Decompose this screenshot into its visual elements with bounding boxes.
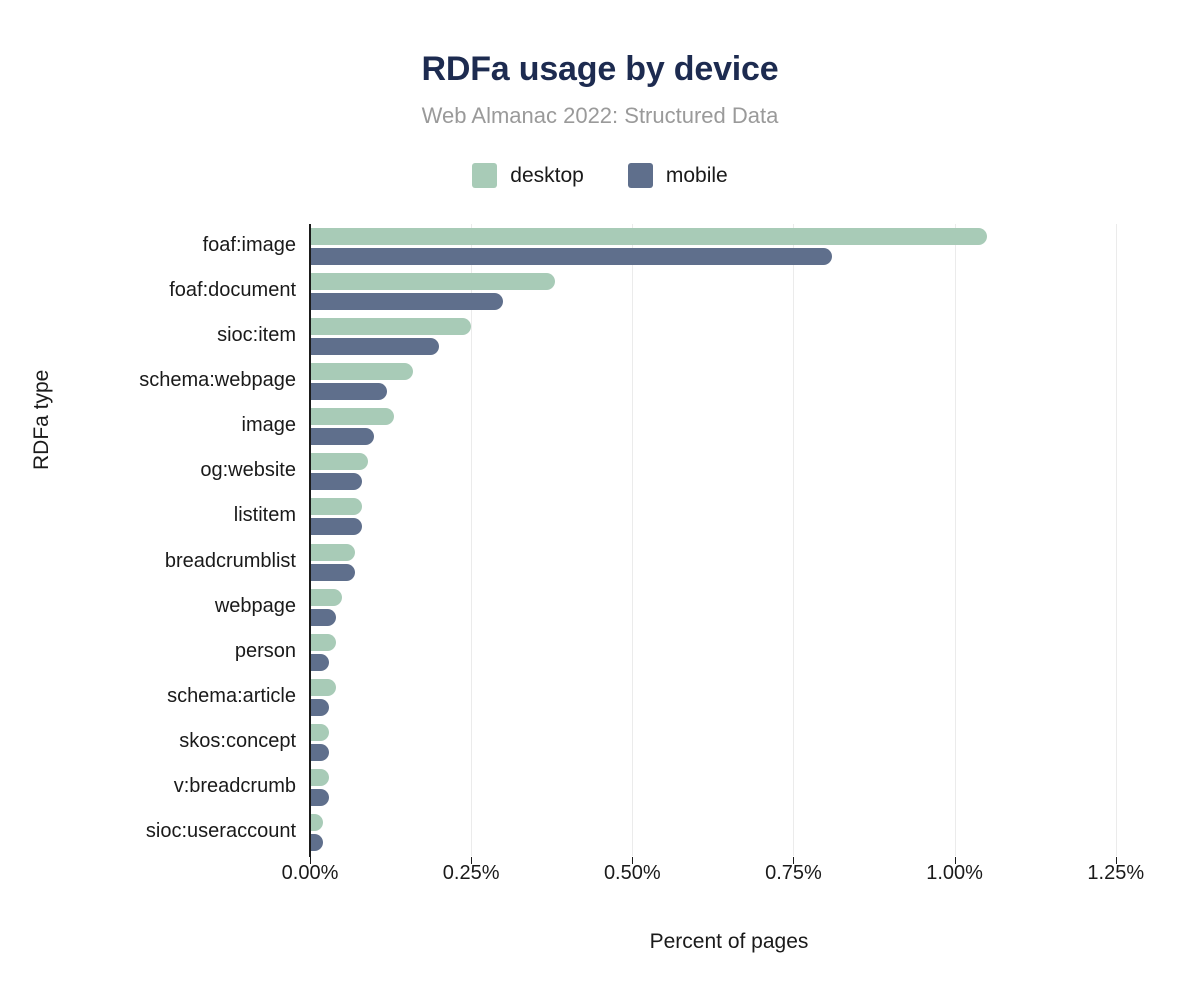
legend-item-desktop[interactable]: desktop [472, 163, 584, 188]
chart-title: RDFa usage by device [421, 50, 779, 88]
y-tick-label: og:website [200, 459, 296, 482]
y-tick-label: webpage [214, 594, 296, 617]
y-axis-title: RDFa type [30, 369, 53, 470]
bar-desktop[interactable] [310, 814, 323, 832]
bar-desktop[interactable] [310, 678, 336, 696]
x-axis-title: Percent of pages [649, 930, 809, 953]
gridline [1115, 224, 1117, 856]
y-tick-label: schema:webpage [139, 369, 296, 391]
bar-mobile[interactable] [310, 473, 362, 491]
bar-mobile[interactable] [310, 563, 356, 581]
bar-mobile[interactable] [310, 518, 362, 536]
y-tick-label: breadcrumblist [164, 549, 296, 572]
bar-mobile[interactable] [310, 247, 833, 265]
y-tick-label: v:breadcrumb [173, 775, 296, 798]
bar-group [310, 224, 1148, 269]
bar-desktop[interactable] [310, 408, 394, 426]
x-tick-label: 0.50% [603, 862, 661, 884]
bar-mobile[interactable] [310, 337, 439, 355]
y-tick-label: sioc:item [217, 323, 296, 346]
bar-group [310, 585, 1148, 630]
bar-mobile[interactable] [310, 744, 330, 762]
y-axis-spine [309, 224, 311, 857]
x-tick-mark [1115, 857, 1117, 864]
bar-mobile[interactable] [310, 382, 388, 400]
bar-mobile[interactable] [310, 292, 504, 310]
bar-desktop[interactable] [310, 724, 330, 742]
x-tick-label: 1.00% [926, 862, 983, 884]
bar-group [310, 450, 1148, 495]
bar-mobile[interactable] [310, 698, 330, 716]
x-tick-mark [954, 857, 956, 864]
bar-desktop[interactable] [310, 543, 356, 561]
gridline [793, 224, 795, 856]
x-tick-mark [310, 857, 311, 864]
legend-swatch-desktop [472, 163, 498, 188]
bar-group [310, 495, 1148, 540]
y-tick-label: sioc:useraccount [145, 820, 296, 843]
bar-desktop[interactable] [310, 588, 343, 606]
x-tick-mark [793, 857, 795, 864]
bar-group [310, 766, 1148, 811]
bar-desktop[interactable] [310, 317, 472, 335]
plot-area [310, 224, 1148, 856]
bar-group [310, 721, 1148, 766]
y-tick-label: foaf:document [169, 278, 296, 301]
bar-desktop[interactable] [310, 227, 987, 245]
bar-mobile[interactable] [310, 834, 323, 852]
x-tick-label: 1.25% [1087, 862, 1145, 884]
bar-group [310, 314, 1148, 359]
bar-desktop[interactable] [310, 272, 555, 290]
y-tick-label: listitem [233, 504, 296, 527]
bar-group [310, 630, 1148, 675]
bar-mobile[interactable] [310, 789, 330, 807]
bar-mobile[interactable] [310, 428, 375, 446]
bar-group [310, 359, 1148, 404]
chart-legend: desktop mobile [0, 163, 1200, 188]
x-tick-mark [471, 857, 473, 864]
y-tick-label: schema:article [167, 685, 296, 707]
bar-desktop[interactable] [310, 769, 330, 787]
y-tick-label: foaf:image [202, 233, 296, 256]
bar-desktop[interactable] [310, 633, 336, 651]
bar-group [310, 675, 1148, 720]
y-tick-label: skos:concept [179, 730, 296, 753]
bar-desktop[interactable] [310, 498, 362, 516]
y-axis-tick-labels: foaf:image foaf:document sioc:item schema:w… [0, 224, 296, 856]
y-tick-label: person [234, 639, 296, 662]
bar-group [310, 540, 1148, 585]
x-tick-mark [632, 857, 634, 864]
gridline [471, 224, 473, 856]
x-tick-label: 0.25% [442, 862, 500, 884]
bar-group [310, 269, 1148, 314]
gridline [632, 224, 634, 856]
chart-subtitle: Web Almanac 2022: Structured Data [421, 103, 779, 128]
legend-label-mobile: mobile [665, 163, 728, 187]
gridline [954, 224, 956, 856]
legend-item-mobile[interactable]: mobile [627, 163, 728, 188]
bar-desktop[interactable] [310, 453, 368, 471]
x-tick-label: 0.00% [281, 862, 339, 884]
x-tick-label: 0.75% [765, 862, 822, 884]
legend-label-desktop: desktop [510, 163, 584, 187]
legend-swatch-mobile [627, 163, 653, 188]
x-axis-tick-labels: 0.00% 0.25% 0.50% 0.75% 1.00% 1.25% [282, 862, 1148, 896]
bar-mobile[interactable] [310, 653, 330, 671]
bar-mobile[interactable] [310, 608, 336, 626]
bar-group [310, 405, 1148, 450]
x-axis-tick-marks [310, 857, 1148, 865]
bar-desktop[interactable] [310, 362, 414, 380]
y-tick-label: image [241, 414, 296, 437]
bar-group [310, 811, 1148, 856]
